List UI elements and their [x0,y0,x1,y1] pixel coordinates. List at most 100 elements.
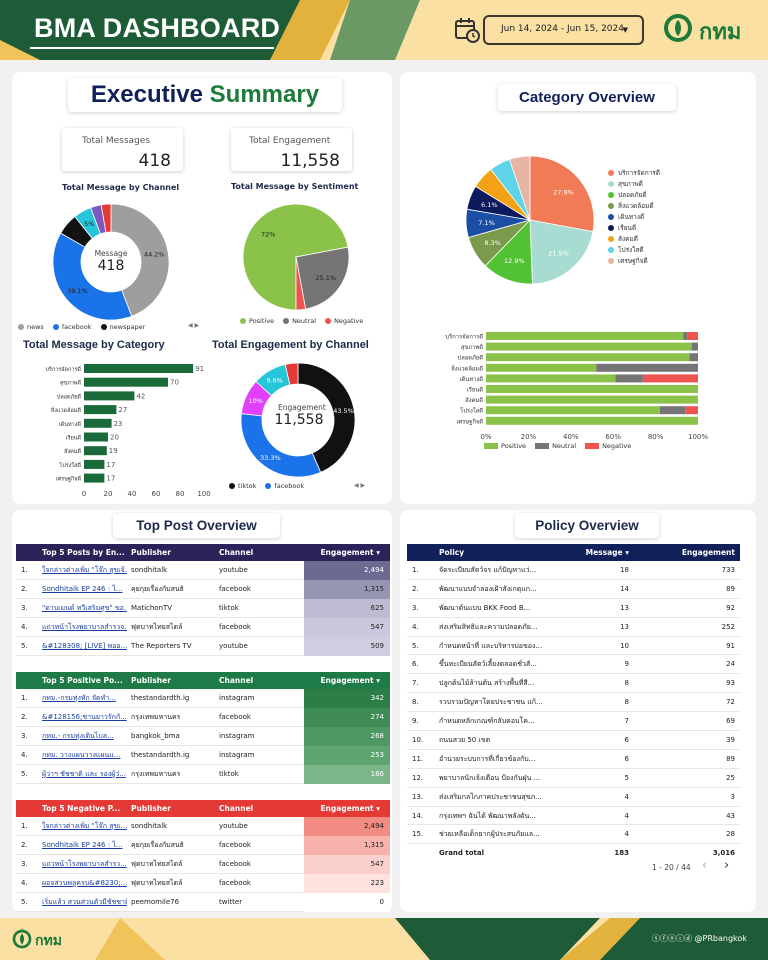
post-link[interactable]: กทม.- กรมทุ่งเดินไบล... [42,732,114,740]
pie-slice-0[interactable] [110,203,170,317]
stack-segment[interactable] [685,406,698,415]
policy-table[interactable]: Policy Message ▾ Engagement 1. จัดระเบียบสัต… [407,544,740,863]
post-link[interactable]: ใจกล่าวต่างเพิ่ม "โจ๊ก สุขเจ้... [42,566,127,574]
column-header[interactable]: Message ▾ [585,548,629,557]
table-row[interactable]: 2. Sondhitalk EP 246 : ไ... คุยกุยเรื่องกั… [16,836,390,855]
column-header[interactable]: Publisher [131,804,171,813]
table-row[interactable]: 7. ปลูกต้นไม้ล้านต้น สร้างพื้นที่สี... 8 93 [407,674,740,694]
post-link[interactable]: แถวหน้าโรงพยาบาลสำรว... [42,860,127,868]
post-link[interactable]: ผอจสวนพลูครบ&#8230;... [42,879,127,887]
table-row[interactable]: 4. ส่งเสริมสิทธิและความปลอดภัย... 13 252 [407,618,740,637]
stack-segment[interactable] [596,363,698,372]
table-row[interactable]: 14. กรุงเทพฯ ฉันได้ พัฒนาพลังดัน... 4 43 [407,807,740,826]
stack-segment[interactable] [687,332,698,340]
table-row[interactable]: 13. ส่งเสริมกลไกภาคประชาชนสุขภ... 4 3 [407,788,740,807]
table-row[interactable]: 5. เริ่มแล้ว สวนส่วนตัวมีชัชชาติ ... peemo… [16,893,390,912]
table-row[interactable]: 4. ผอจสวนพลูครบ&#8230;... ฟุตบาทไทยสไตล์ fa… [16,874,390,893]
pie-slice-0[interactable] [529,155,595,233]
table-row[interactable]: 1. ใจกล่าวต่างเพิ่ม "โจ๊ก สุขเ... sondhita… [16,817,390,836]
table-row[interactable]: 11. อำนวยระบบการที่เกี่ยวข้องกับ... 6 89 [407,750,740,769]
stack-segment[interactable] [486,353,690,362]
table-row[interactable]: 6. ขึ้นทะเบียนสัตว์เลี้ยงตลอดชั่วสั... 9 24 [407,655,740,675]
social-handle[interactable]: ⓢⓕⓞⓘⓓ @PRbangkok [652,933,747,944]
post-link[interactable]: กทม.-กรมทุ่งหัก จัดทำ... [42,694,116,702]
table-row[interactable]: 10. ถนนสวย 50 เขต 6 39 [407,731,740,750]
column-header[interactable]: Publisher [131,548,171,557]
category-bar[interactable] [84,432,108,442]
column-header[interactable]: Channel [219,804,254,813]
pie-slice-2[interactable] [295,256,307,311]
top-post-table[interactable]: Top 5 Negative P... Publisher Channel Engag… [16,800,390,912]
pie-slice-4[interactable] [284,362,299,386]
column-header[interactable]: Engagement ▾ [320,804,380,813]
column-header[interactable]: Engagement ▾ [320,548,380,557]
stack-segment[interactable] [683,332,688,340]
stack-segment[interactable] [642,374,698,383]
message-by-sentiment-pie[interactable]: 72% 25.1% [242,203,350,311]
table-row[interactable]: 2. &#128156;ชานยาวรักกั... กรุงเทพมหานคร fa… [16,708,390,727]
table-row[interactable]: 4. กทม. วางแผนวางแผนแ... thestandardth.ig i… [16,746,390,765]
pie-slice-1[interactable] [295,246,350,310]
column-header[interactable]: Channel [219,548,254,557]
stack-segment[interactable] [615,374,643,383]
top-post-table[interactable]: Top 5 Positive Po... Publisher Channel Enga… [16,672,390,784]
post-link[interactable]: &#128308; [LIVE] พออ... [42,642,127,650]
post-link[interactable]: &#128156;ชานยาวรักกั... [42,713,127,721]
category-bar[interactable] [84,446,107,456]
legend-pager-arrows[interactable]: ◀ ▶ [188,322,200,329]
column-header[interactable]: Engagement [681,548,735,557]
column-header[interactable]: Channel [219,676,254,685]
legend-pager-arrows[interactable]: ◀ ▶ [354,482,366,489]
pie-slice-1[interactable] [529,219,594,285]
table-row[interactable]: 5. กำหนดหน้าที่ และบริหารบ่อของ... 10 91 [407,637,740,656]
stack-segment[interactable] [486,342,692,351]
pager-next-button[interactable]: › [724,858,730,873]
stack-segment[interactable] [486,363,597,372]
category-bar[interactable] [84,377,168,387]
post-link[interactable]: แถวหน้าโรงพยาบาลสำรวจ... [42,623,127,631]
post-link[interactable]: เริ่มแล้ว สวนส่วนตัวมีชัชชาติ ... [42,898,127,906]
column-header[interactable]: Top 5 Positive Po... [42,676,123,685]
column-header[interactable]: Top 5 Posts by En... [42,548,125,557]
stack-segment[interactable] [486,395,698,404]
pie-slice-1[interactable] [52,232,133,321]
post-link[interactable]: Sondhitalk EP 246 : ไ... [42,585,123,593]
category-bar[interactable] [84,473,105,483]
table-row[interactable]: 1. จัดระเบียบสัตว์จร แก้ปัญหาแว่... 18 733 [407,561,740,580]
post-link[interactable]: กทม. วางแผนวางแผนแ... [42,751,121,759]
post-link[interactable]: Sondhitalk EP 246 : ไ... [42,841,123,849]
table-row[interactable]: 4. แถวหน้าโรงพยาบาลสำรวจ... ฟุตบาทไทยสไตล์… [16,618,390,637]
post-link[interactable]: ผู้ว่าฯ ชัชชาติ และ รองผู้ว่... [42,770,126,778]
stack-segment[interactable] [691,342,698,351]
category-bar[interactable] [84,364,194,373]
top-post-table[interactable]: Top 5 Posts by En... Publisher Channel Enga… [16,544,390,656]
table-row[interactable]: 12. พยาบาลนักเจ้งเตือน ป้องกันฝุ่น ... 5 25 [407,769,740,788]
table-row[interactable]: 3. กทม.- กรมทุ่งเดินไบล... bangkok_bma inst… [16,727,390,746]
pager-prev-button[interactable]: ‹ [702,858,708,873]
stack-segment[interactable] [486,385,698,393]
table-row[interactable]: 3. พัฒนาต้นแบบ BKK Food B... 13 92 [407,599,740,618]
category-bar[interactable] [84,391,135,401]
table-row[interactable]: 1. ใจกล่าวต่างเพิ่ม "โจ๊ก สุขเจ้... sondhi… [16,561,390,580]
engagement-by-channel-donut[interactable]: 43.5% 33.3% 10% 9.6% [240,362,356,478]
message-by-channel-donut[interactable]: 44.2% 39.1% 6%5% [52,203,170,321]
category-bar[interactable] [84,459,105,469]
table-row[interactable]: 3. แถวหน้าโรงพยาบาลสำรว... ฟุตบาทไทยสไตล์ f… [16,855,390,874]
stack-segment[interactable] [486,332,684,340]
stack-segment[interactable] [659,406,686,415]
calendar-icon[interactable] [454,16,480,44]
category-sentiment-stacked-bar[interactable]: บริการจัดการดีสุขภาพดีปลอดภัยดีสิ่งแวดล้… [406,328,752,456]
pie-slice-8[interactable] [508,155,531,221]
stack-segment[interactable] [486,406,660,415]
category-share-pie[interactable]: 27.9% 21.5% 12.9% 8.3% 7.1% 6.1% [465,155,595,285]
column-header[interactable]: Engagement ▾ [320,676,380,685]
column-header[interactable]: Publisher [131,676,171,685]
table-row[interactable]: 8. รวบรวมปัญหาโดยประชาชน แก้... 8 72 [407,693,740,713]
date-range-picker[interactable]: Jun 14, 2024 - Jun 15, 2024 ▼ [483,15,644,45]
table-row[interactable]: 5. ผู้ว่าฯ ชัชชาติ และ รองผู้ว่... กรุงเทพ… [16,765,390,784]
pie-slice-0[interactable] [297,362,356,473]
stack-segment[interactable] [486,416,698,425]
category-bar[interactable] [84,405,117,415]
stack-segment[interactable] [689,353,698,362]
table-row[interactable]: 2. พัฒนาแบบจำลองเฝ้าสังเกตุแก... 14 89 [407,580,740,599]
